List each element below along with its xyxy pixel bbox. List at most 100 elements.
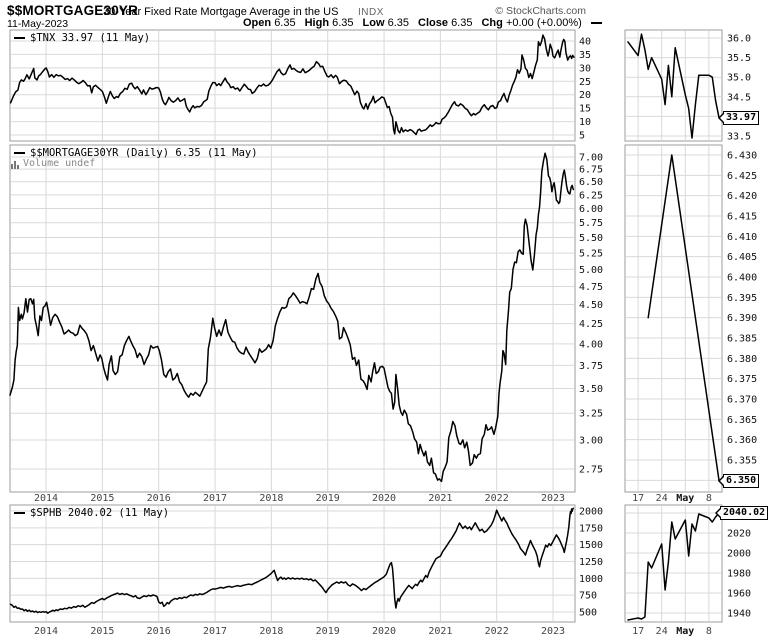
svg-text:2015: 2015 — [90, 626, 114, 637]
volume-legend-label: Volume undef — [23, 158, 96, 169]
svg-text:2016: 2016 — [147, 626, 171, 637]
svg-text:6.405: 6.405 — [727, 252, 757, 263]
svg-text:6.420: 6.420 — [727, 191, 757, 202]
svg-text:10: 10 — [579, 117, 591, 128]
mortgage-legend: $$MORTGAGE30YR (Daily) 6.35 (11 May) — [14, 147, 258, 159]
svg-text:2018: 2018 — [259, 493, 283, 504]
high-label: High — [304, 17, 330, 29]
svg-text:6.00: 6.00 — [579, 204, 603, 215]
sphb-last-price-callout: 2040.02 — [714, 506, 769, 520]
svg-text:2017: 2017 — [203, 626, 227, 637]
svg-text:4.00: 4.00 — [579, 339, 603, 350]
svg-text:750: 750 — [579, 591, 597, 602]
svg-text:6.425: 6.425 — [727, 171, 757, 182]
svg-text:6.365: 6.365 — [727, 415, 757, 426]
tnx-last-price-callout: 33.97 — [717, 111, 760, 125]
svg-text:40: 40 — [579, 37, 591, 48]
chg-quote: Chg +0.00 (+0.00%) — [481, 17, 581, 29]
svg-text:2021: 2021 — [428, 493, 452, 504]
svg-text:5.75: 5.75 — [579, 218, 603, 229]
sphb-line-swatch-icon — [14, 511, 25, 515]
open-value: 6.35 — [274, 17, 296, 29]
close-value: 6.35 — [451, 17, 473, 29]
svg-text:5.25: 5.25 — [579, 249, 603, 260]
chart-date: 11-May-2023 — [7, 18, 69, 30]
svg-text:2022: 2022 — [485, 493, 509, 504]
svg-text:2023: 2023 — [541, 626, 565, 637]
svg-text:4.50: 4.50 — [579, 300, 603, 311]
high-value: 6.35 — [332, 17, 354, 29]
svg-text:1000: 1000 — [579, 574, 603, 585]
svg-text:36.0: 36.0 — [727, 34, 751, 45]
chg-value: +0.00 (+0.00%) — [505, 17, 582, 29]
tnx-legend: $TNX 33.97 (11 May) — [14, 32, 150, 44]
svg-text:2020: 2020 — [372, 493, 396, 504]
svg-text:2016: 2016 — [147, 493, 171, 504]
sphb-mini-chart: 17 24 May 8 2020 2000 1980 1960 1940 — [624, 504, 751, 637]
svg-text:1250: 1250 — [579, 557, 603, 568]
volume-legend: Volume undef — [11, 158, 95, 169]
price-line-swatch-icon — [590, 21, 602, 25]
tnx-legend-label: $TNX 33.97 (11 May) — [30, 32, 151, 44]
svg-text:2020: 2020 — [372, 626, 396, 637]
svg-text:2019: 2019 — [316, 493, 340, 504]
quote-summary: Open 6.35 High 6.35 Low 6.35 Close 6.35 … — [243, 17, 602, 29]
svg-text:6.390: 6.390 — [727, 313, 757, 324]
svg-text:4.25: 4.25 — [579, 319, 603, 330]
svg-text:6.400: 6.400 — [727, 273, 757, 284]
volume-bars-icon — [11, 161, 19, 169]
svg-text:1980: 1980 — [727, 569, 751, 580]
svg-text:17: 17 — [632, 493, 644, 504]
svg-text:7.00: 7.00 — [579, 153, 603, 164]
svg-text:6.25: 6.25 — [579, 190, 603, 201]
svg-text:3.00: 3.00 — [579, 435, 603, 446]
svg-text:6.380: 6.380 — [727, 354, 757, 365]
svg-text:2022: 2022 — [485, 626, 509, 637]
svg-text:2023: 2023 — [541, 493, 565, 504]
chart-title: 30-Year Fixed Rate Mortgage Average in t… — [103, 6, 339, 18]
tnx-main-chart: 40 35 30 25 20 15 10 5 — [9, 29, 591, 142]
svg-text:2017: 2017 — [203, 493, 227, 504]
svg-text:6.360: 6.360 — [727, 435, 757, 446]
svg-text:1960: 1960 — [727, 589, 751, 600]
svg-text:May: May — [676, 493, 694, 504]
mort-main-chart: 2014 2015 2016 2017 2018 2019 2020 2021 2022 2023… — [9, 144, 603, 504]
svg-text:24: 24 — [656, 626, 668, 637]
svg-text:2014: 2014 — [34, 493, 58, 504]
svg-text:15: 15 — [579, 104, 591, 115]
low-quote: Low 6.35 — [363, 17, 409, 29]
tnx-mini-chart: 36.0 35.5 35.0 34.5 33.5 — [624, 29, 751, 143]
mort-mini-chart: 17 24 May 8 6.430 6.425 6.420 6.415 6.410 6.405 6.… — [624, 144, 757, 504]
high-quote: High 6.35 — [305, 17, 354, 29]
svg-text:2000: 2000 — [579, 507, 603, 518]
chg-label: Chg — [481, 17, 503, 29]
svg-text:2020: 2020 — [727, 529, 751, 540]
close-quote: Close 6.35 — [418, 17, 472, 29]
svg-text:35.5: 35.5 — [727, 53, 751, 64]
low-label: Low — [362, 17, 385, 29]
svg-text:5.00: 5.00 — [579, 265, 603, 276]
sphb-legend-label: $SPHB 2040.02 (11 May) — [30, 507, 170, 519]
svg-text:2015: 2015 — [90, 493, 114, 504]
svg-text:2014: 2014 — [34, 626, 58, 637]
sphb-legend: $SPHB 2040.02 (11 May) — [14, 507, 169, 519]
stockcharts-credit-link[interactable]: © StockCharts.com — [495, 5, 586, 17]
svg-text:1500: 1500 — [579, 540, 603, 551]
svg-text:20: 20 — [579, 90, 591, 101]
svg-text:500: 500 — [579, 608, 597, 619]
sphb-main-chart: 2014 2015 2016 2017 2018 2019 2020 2021 2022 2023… — [9, 504, 603, 637]
svg-text:2021: 2021 — [428, 626, 452, 637]
svg-text:8: 8 — [706, 493, 712, 504]
svg-text:6.415: 6.415 — [727, 212, 757, 223]
svg-text:17: 17 — [632, 626, 644, 637]
svg-text:4.75: 4.75 — [579, 282, 603, 293]
svg-text:6.50: 6.50 — [579, 177, 603, 188]
svg-text:30: 30 — [579, 63, 591, 74]
svg-text:6.375: 6.375 — [727, 374, 757, 385]
chart-symbol: $$MORTGAGE30YR — [7, 3, 139, 18]
low-value: 6.35 — [387, 17, 410, 29]
svg-text:6.370: 6.370 — [727, 395, 757, 406]
svg-text:8: 8 — [706, 626, 712, 637]
